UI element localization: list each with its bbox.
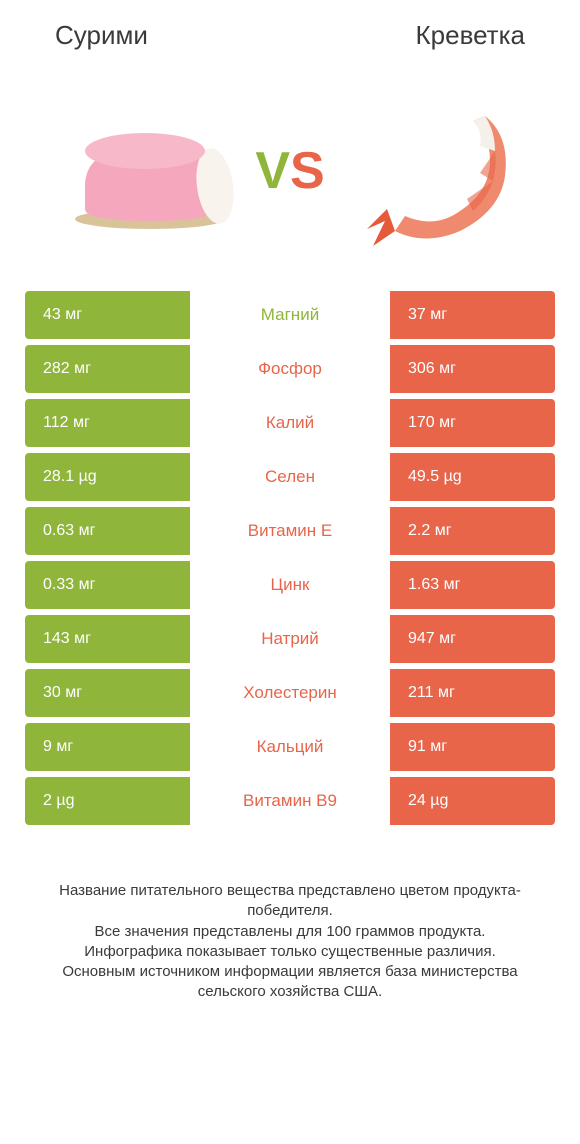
- value-left: 43 мг: [25, 291, 190, 339]
- nutrient-label: Натрий: [190, 615, 390, 663]
- title-left: Сурими: [55, 20, 148, 51]
- vs-v: V: [255, 142, 290, 200]
- table-row: 112 мгКалий170 мг: [25, 399, 555, 447]
- value-right: 91 мг: [390, 723, 555, 771]
- nutrient-table: 43 мгМагний37 мг 282 мгФосфор306 мг 112 мг…: [25, 291, 555, 831]
- footer-notes: Название питательного вещества представл…: [25, 881, 555, 1003]
- footer-line: Название питательного вещества представл…: [35, 881, 545, 922]
- nutrient-label: Магний: [190, 291, 390, 339]
- surimi-image: [55, 91, 235, 251]
- nutrient-label: Селен: [190, 453, 390, 501]
- value-left: 0.63 мг: [25, 507, 190, 555]
- footer-line: Основным источником информации является …: [35, 962, 545, 1003]
- value-right: 306 мг: [390, 345, 555, 393]
- value-right: 24 µg: [390, 777, 555, 825]
- table-row: 43 мгМагний37 мг: [25, 291, 555, 339]
- header: Сурими Креветка: [25, 20, 555, 51]
- title-right: Креветка: [416, 20, 526, 51]
- value-left: 112 мг: [25, 399, 190, 447]
- value-left: 30 мг: [25, 669, 190, 717]
- value-right: 947 мг: [390, 615, 555, 663]
- nutrient-label: Витамин B9: [190, 777, 390, 825]
- value-left: 9 мг: [25, 723, 190, 771]
- table-row: 0.33 мгЦинк1.63 мг: [25, 561, 555, 609]
- nutrient-label: Холестерин: [190, 669, 390, 717]
- value-left: 2 µg: [25, 777, 190, 825]
- value-right: 2.2 мг: [390, 507, 555, 555]
- table-row: 28.1 µgСелен49.5 µg: [25, 453, 555, 501]
- vs-label: VS: [255, 141, 324, 201]
- vs-s: S: [290, 142, 325, 200]
- nutrient-label: Кальций: [190, 723, 390, 771]
- value-right: 170 мг: [390, 399, 555, 447]
- value-left: 0.33 мг: [25, 561, 190, 609]
- value-left: 143 мг: [25, 615, 190, 663]
- table-row: 30 мгХолестерин211 мг: [25, 669, 555, 717]
- vs-row: VS: [25, 81, 555, 261]
- shrimp-image: [345, 91, 525, 251]
- value-right: 211 мг: [390, 669, 555, 717]
- nutrient-label: Витамин E: [190, 507, 390, 555]
- table-row: 0.63 мгВитамин E2.2 мг: [25, 507, 555, 555]
- table-row: 282 мгФосфор306 мг: [25, 345, 555, 393]
- nutrient-label: Цинк: [190, 561, 390, 609]
- value-left: 28.1 µg: [25, 453, 190, 501]
- table-row: 143 мгНатрий947 мг: [25, 615, 555, 663]
- value-right: 49.5 µg: [390, 453, 555, 501]
- nutrient-label: Фосфор: [190, 345, 390, 393]
- value-left: 282 мг: [25, 345, 190, 393]
- table-row: 9 мгКальций91 мг: [25, 723, 555, 771]
- footer-line: Все значения представлены для 100 граммо…: [35, 922, 545, 942]
- table-row: 2 µgВитамин B924 µg: [25, 777, 555, 825]
- footer-line: Инфографика показывает только существенн…: [35, 942, 545, 962]
- nutrient-label: Калий: [190, 399, 390, 447]
- value-right: 37 мг: [390, 291, 555, 339]
- value-right: 1.63 мг: [390, 561, 555, 609]
